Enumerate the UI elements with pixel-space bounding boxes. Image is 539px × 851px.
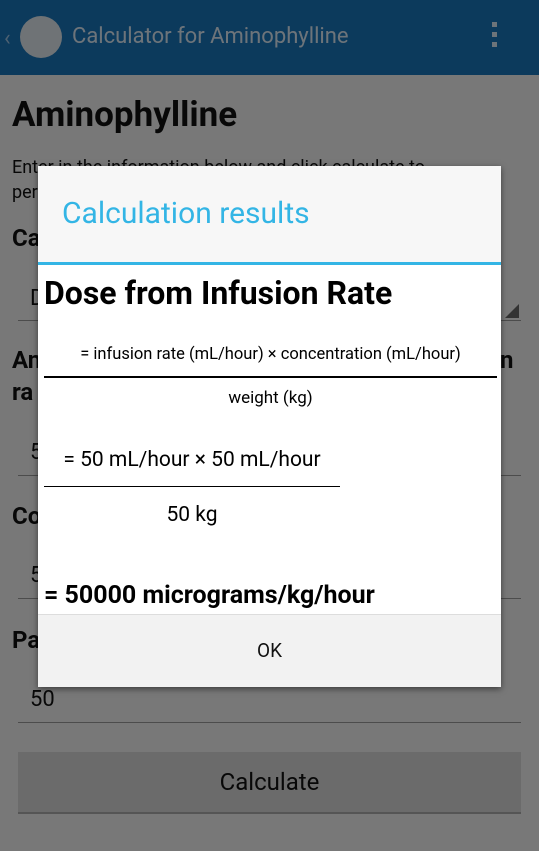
fraction-bar — [44, 486, 340, 487]
calculation-denominator: 50 kg — [166, 503, 218, 527]
ok-button[interactable]: OK — [38, 614, 501, 687]
result-value: = 50000 micrograms/kg/hour — [44, 581, 375, 610]
button-label: OK — [257, 639, 282, 662]
dialog-header — [38, 166, 501, 262]
formula-numerator: = infusion rate (mL/hour) × concentratio… — [80, 345, 461, 364]
formula-denominator: weight (kg) — [228, 388, 313, 408]
result-heading: Dose from Infusion Rate — [44, 274, 393, 312]
calculation-numerator: = 50 mL/hour × 50 mL/hour — [63, 448, 321, 472]
title-divider — [38, 262, 501, 265]
results-dialog: Calculation results Dose from Infusion R… — [38, 166, 501, 687]
fraction-bar — [44, 376, 497, 378]
dialog-title: Calculation results — [62, 196, 310, 231]
